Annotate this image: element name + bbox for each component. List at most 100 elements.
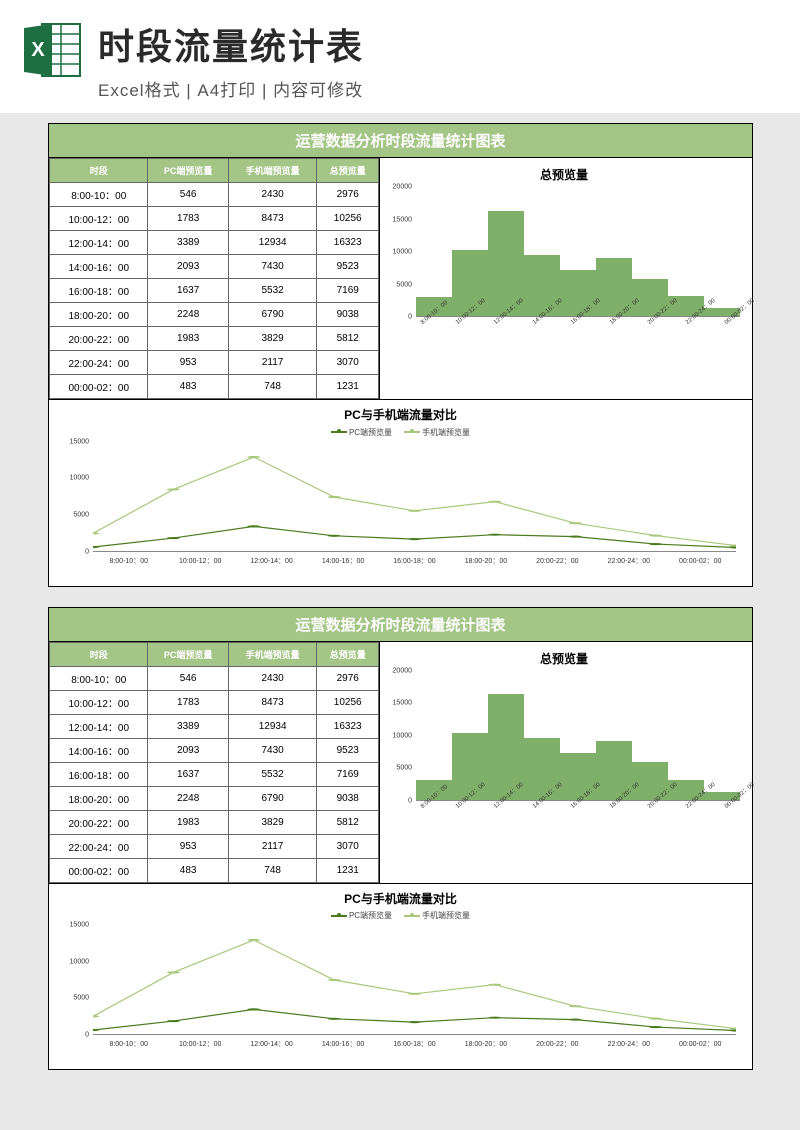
table-cell: 3389 [148,231,228,255]
table-cell: 748 [228,375,317,399]
table-cell: 12934 [228,714,317,738]
table-cell: 953 [148,834,228,858]
legend-item: 手机端预览量 [404,910,470,921]
spreadsheet-preview: 运营数据分析时段流量统计图表 时段PC端预览量手机端预览量总预览量 8:00-1… [48,607,753,1071]
table-cell: 12934 [228,231,317,255]
table-cell: 7169 [317,762,379,786]
table-cell: 5532 [228,762,317,786]
table-cell: 546 [148,183,228,207]
line-legend: PC端预览量 手机端预览量 [59,910,742,922]
table-cell: 8:00-10：00 [50,183,148,207]
table-cell: 5812 [317,327,379,351]
table-cell: 00:00-02：00 [50,858,148,882]
table-row: 20:00-22：00198338295812 [50,327,379,351]
table-cell: 6790 [228,303,317,327]
bar-y-axis: 05000100001500020000 [384,671,414,801]
table-cell: 483 [148,375,228,399]
legend-item: 手机端预览量 [404,427,470,438]
sheet-title: 运营数据分析时段流量统计图表 [49,124,752,158]
table-cell: 10256 [317,207,379,231]
table-row: 22:00-24：0095321173070 [50,834,379,858]
table-cell: 22:00-24：00 [50,351,148,375]
bar-x-axis: 8:00-10：0010:00-12：0012:00-14：0014:00-16… [416,319,740,328]
line-chart-title: PC与手机端流量对比 [59,890,742,907]
table-cell: 7169 [317,279,379,303]
table-cell: 3070 [317,351,379,375]
table-header-cell: 手机端预览量 [228,642,317,666]
table-cell: 9038 [317,786,379,810]
table-header-row: 时段PC端预览量手机端预览量总预览量 [50,642,379,666]
line-plot [93,442,736,552]
table-cell: 16:00-18：00 [50,279,148,303]
line-y-axis: 050001000015000 [59,442,91,552]
table-cell: 2430 [228,666,317,690]
bar-chart: 总预览量 05000100001500020000 8:00-10：0010:0… [379,642,752,883]
bar-chart-title: 总预览量 [384,650,744,667]
table-cell: 2093 [148,738,228,762]
table-cell: 18:00-20：00 [50,303,148,327]
table-row: 14:00-16：00209374309523 [50,738,379,762]
line-chart-title: PC与手机端流量对比 [59,406,742,423]
table-cell: 9038 [317,303,379,327]
table-cell: 9523 [317,255,379,279]
table-row: 12:00-14：0033891293416323 [50,714,379,738]
line-chart: PC与手机端流量对比 PC端预览量手机端预览量 050001000015000 … [49,400,752,586]
line-legend: PC端预览量 手机端预览量 [59,426,742,438]
table-row: 12:00-14：0033891293416323 [50,231,379,255]
bar-chart-title: 总预览量 [384,166,744,183]
table-cell: 1637 [148,279,228,303]
table-header-cell: 时段 [50,642,148,666]
table-cell: 20:00-22：00 [50,327,148,351]
table-row: 18:00-20：00224867909038 [50,786,379,810]
table-cell: 953 [148,351,228,375]
table-cell: 546 [148,666,228,690]
table-cell: 16323 [317,231,379,255]
table-cell: 3829 [228,327,317,351]
bar-chart: 总预览量 05000100001500020000 8:00-10：0010:0… [379,158,752,399]
bar-x-axis: 8:00-10：0010:00-12：0012:00-14：0014:00-16… [416,803,740,812]
table-cell: 16:00-18：00 [50,762,148,786]
table-cell: 748 [228,858,317,882]
table-header-cell: 总预览量 [317,159,379,183]
table-row: 18:00-20：00224867909038 [50,303,379,327]
table-cell: 12:00-14：00 [50,231,148,255]
table-cell: 10:00-12：00 [50,207,148,231]
table-header-cell: PC端预览量 [148,159,228,183]
table-cell: 10:00-12：00 [50,690,148,714]
table-cell: 8473 [228,690,317,714]
table-cell: 1983 [148,327,228,351]
bar-plot [416,187,740,317]
table-cell: 3389 [148,714,228,738]
table-cell: 483 [148,858,228,882]
table-row: 8:00-10：0054624302976 [50,666,379,690]
legend-item: PC端预览量 [331,910,392,921]
data-table: 时段PC端预览量手机端预览量总预览量 8:00-10：0054624302976… [49,158,379,399]
table-cell: 20:00-22：00 [50,810,148,834]
table-cell: 8473 [228,207,317,231]
table-cell: 2248 [148,303,228,327]
line-y-axis: 050001000015000 [59,925,91,1035]
table-header-cell: 总预览量 [317,642,379,666]
table-cell: 7430 [228,738,317,762]
svg-text:X: X [31,39,45,61]
table-cell: 2248 [148,786,228,810]
table-cell: 1637 [148,762,228,786]
legend-item: PC端预览量 [331,427,392,438]
line-x-axis: 8:00-10：0010:00-12：0012:00-14：0014:00-16… [93,1039,736,1049]
excel-icon: X [20,18,84,82]
table-row: 00:00-02：004837481231 [50,375,379,399]
table-cell: 2093 [148,255,228,279]
table-row: 22:00-24：0095321173070 [50,351,379,375]
header-text: 时段流量统计表 Excel格式 | A4打印 | 内容可修改 [98,18,780,101]
table-cell: 2117 [228,834,317,858]
table-cell: 2976 [317,183,379,207]
sheet-title: 运营数据分析时段流量统计图表 [49,608,752,642]
data-table: 时段PC端预览量手机端预览量总预览量 8:00-10：0054624302976… [49,642,379,883]
table-cell: 2976 [317,666,379,690]
table-cell: 8:00-10：00 [50,666,148,690]
page-title: 时段流量统计表 [98,18,780,70]
table-cell: 2117 [228,351,317,375]
spreadsheet-preview: 运营数据分析时段流量统计图表 时段PC端预览量手机端预览量总预览量 8:00-1… [48,123,753,587]
page-subtitle: Excel格式 | A4打印 | 内容可修改 [98,76,780,101]
table-cell: 1783 [148,207,228,231]
